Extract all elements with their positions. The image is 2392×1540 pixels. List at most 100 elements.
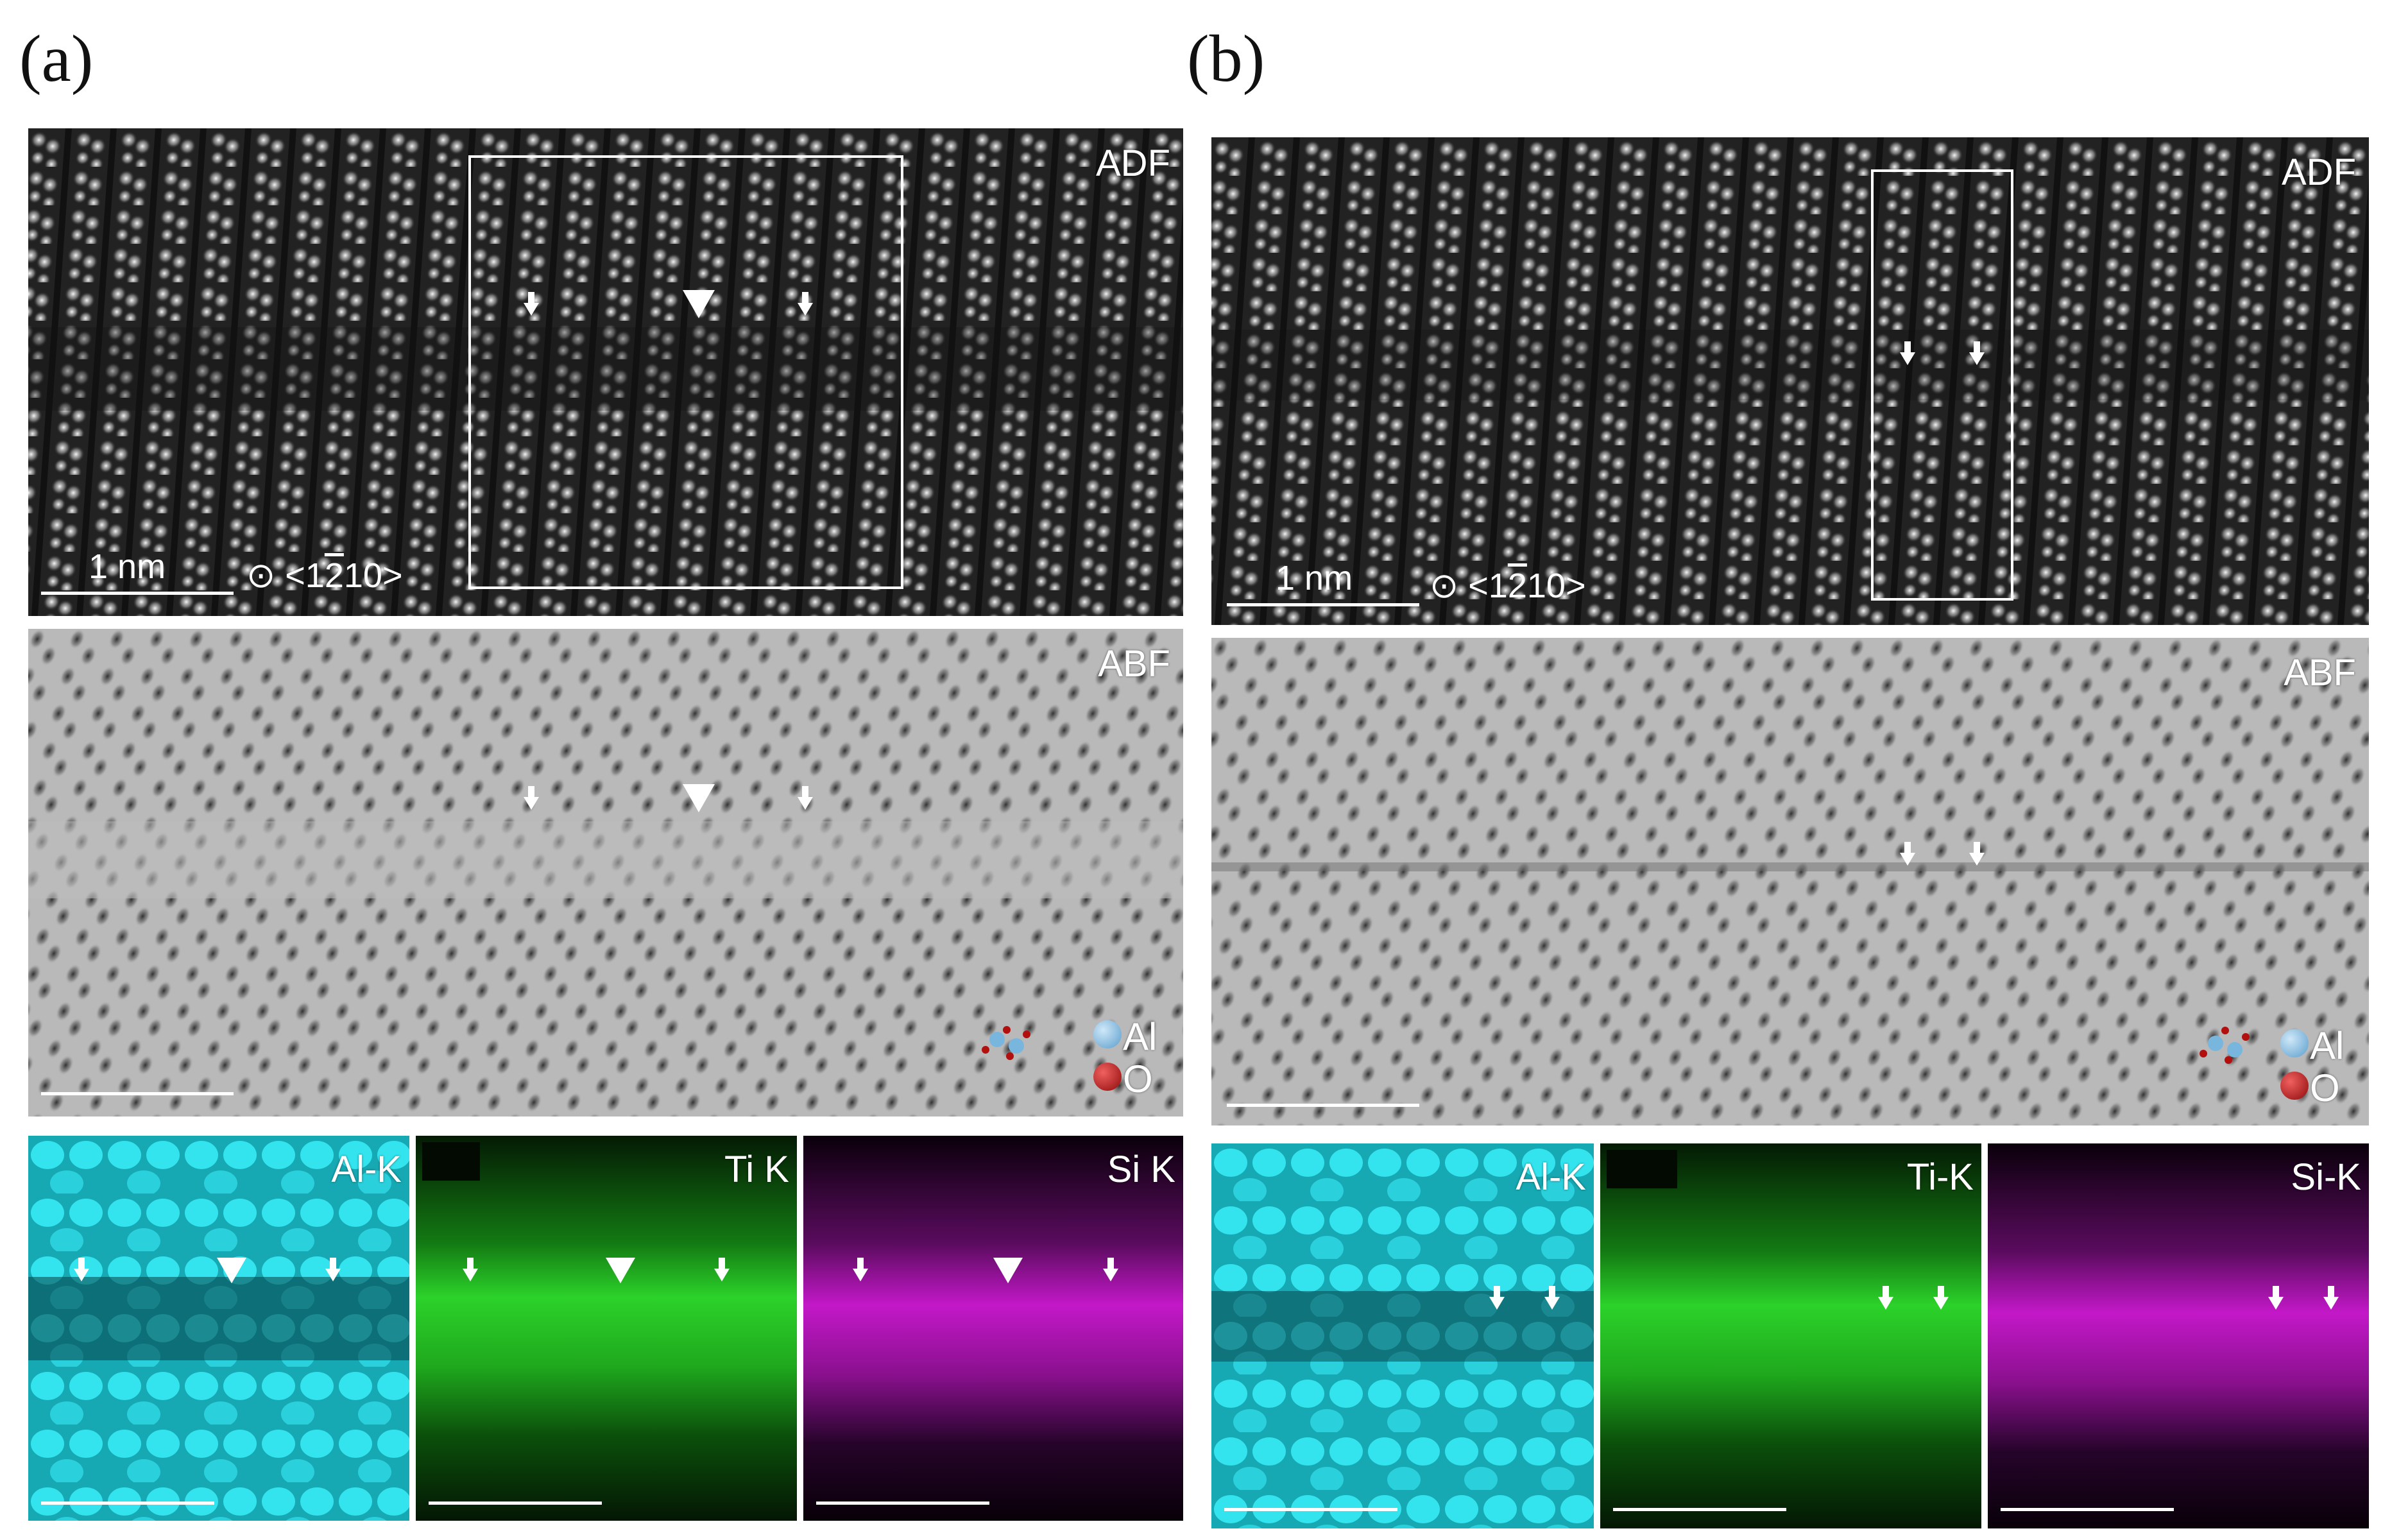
legend-al-ball [1093, 1020, 1122, 1048]
eds-al-scalebar [1224, 1508, 1397, 1511]
eds-ti-scalebar [1613, 1508, 1786, 1511]
triangle-marker-icon [217, 1258, 246, 1283]
eds-map-al: Al-K [28, 1136, 409, 1521]
structure-model-icon [982, 1026, 1030, 1060]
eds-ti-markers [1878, 1286, 1949, 1310]
arrow-icon [1900, 352, 1915, 365]
abf-scalebar [41, 1092, 234, 1095]
legend-al-label: Al [1123, 1015, 1158, 1058]
legend-o-label: O [1123, 1057, 1153, 1100]
arrow-icon [330, 1258, 336, 1272]
arrow-icon [1969, 352, 1985, 365]
eds-si-markers [2268, 1286, 2339, 1310]
eds-map-al: Al-K [1211, 1143, 1594, 1528]
adf-scale-text: 1 nm [1276, 559, 1353, 597]
arrow-icon [798, 797, 813, 810]
eds-ti-texture [1600, 1143, 1981, 1528]
legend-o-ball [2280, 1072, 2309, 1100]
eds-al-scalebar [41, 1502, 214, 1505]
adf-scale-text: 1 nm [89, 547, 166, 586]
arrow-icon [719, 1258, 725, 1272]
panel-b-letter: (b) [1187, 22, 1265, 96]
structure-model-icon [2200, 1027, 2250, 1064]
arrow-icon [853, 1269, 868, 1281]
arrow-icon [1900, 853, 1915, 866]
arrow-icon [325, 1269, 341, 1281]
adf-inset-frame [1871, 169, 2013, 601]
adf-markers [524, 290, 813, 318]
arrow-icon [78, 1258, 85, 1272]
arrow-icon [714, 1269, 730, 1281]
adf-label: ADF [2282, 151, 2356, 193]
triangle-marker-icon [683, 784, 715, 812]
eds-ti-scalebar [429, 1502, 602, 1505]
arrow-icon [524, 797, 539, 810]
arrow-icon [1904, 842, 1911, 856]
arrow-icon [1904, 341, 1911, 355]
eds-ti-label: Ti K [724, 1149, 789, 1190]
adf-lattice-b [1211, 137, 2369, 625]
arrow-icon [1103, 1269, 1118, 1281]
abf-label: ABF [2284, 652, 2356, 694]
eds-map-ti: Ti-K [1600, 1143, 1981, 1528]
legend-al-label: Al [2310, 1024, 2345, 1067]
arrow-icon [467, 1258, 474, 1272]
eds-si-label: Si K [1107, 1149, 1175, 1190]
abf-label: ABF [1098, 643, 1170, 685]
arrow-icon [1549, 1286, 1555, 1300]
panel-a-letter: (a) [19, 22, 94, 96]
arrow-icon [74, 1269, 89, 1281]
adf-inset-frame [468, 155, 903, 589]
abf-lattice-a [28, 629, 1183, 1116]
arrow-icon [1938, 1286, 1944, 1300]
adf-markers [1900, 341, 1985, 365]
abf-markers [1900, 842, 2250, 1064]
legend-o-ball [1093, 1063, 1122, 1091]
legend-al-ball [2280, 1029, 2309, 1057]
adf-scalebar [41, 592, 234, 595]
arrow-icon [1974, 842, 1980, 856]
arrow-icon [1933, 1297, 1949, 1310]
eds-al-markers [74, 1258, 341, 1283]
arrow-icon [1107, 1258, 1114, 1272]
arrow-icon [1974, 341, 1980, 355]
zone-axis-dot-icon: ⊙ [246, 556, 286, 595]
eds-map-si: Si K [803, 1136, 1183, 1521]
arrow-icon [1878, 1297, 1893, 1310]
arrow-icon [802, 786, 808, 800]
arrow-icon [857, 1258, 864, 1272]
panel-a-abf-image: ABF Al O [28, 629, 1183, 1116]
eds-ti-label: Ti-K [1906, 1156, 1974, 1198]
eds-al-markers [1489, 1286, 1560, 1310]
panel-b-abf-image: ABF Al O [1211, 638, 2369, 1125]
arrow-icon [528, 786, 534, 800]
abf-markers [524, 784, 1030, 1060]
eds-si-scalebar [2001, 1508, 2174, 1511]
eds-si-label: Si-K [2291, 1156, 2361, 1198]
panel-a-figure: ADF 1 nm ⊙ <1210> [28, 128, 1183, 1521]
panel-b-adf-image: ADF 1 nm ⊙ <1210> [1211, 137, 2369, 625]
legend-o-label: O [2310, 1066, 2340, 1109]
arrow-icon [528, 292, 534, 306]
adf-label: ADF [1096, 142, 1170, 184]
arrow-icon [1883, 1286, 1889, 1300]
eds-map-si: Si-K [1988, 1143, 2369, 1528]
arrow-icon [798, 303, 813, 316]
arrow-icon [1494, 1286, 1500, 1300]
eds-ti-texture [416, 1136, 797, 1521]
arrow-icon [1544, 1297, 1560, 1310]
arrow-icon [524, 303, 539, 316]
arrow-icon [802, 292, 808, 306]
eds-ti-markers [463, 1258, 730, 1283]
eds-si-texture [803, 1136, 1183, 1521]
arrow-icon [1969, 853, 1985, 866]
eds-al-label: Al-K [1516, 1156, 1586, 1198]
abf-lattice-b [1211, 638, 2369, 1125]
eds-si-texture [1988, 1143, 2369, 1528]
triangle-marker-icon [606, 1258, 635, 1283]
arrow-icon [2323, 1297, 2339, 1310]
arrow-icon [1489, 1297, 1505, 1310]
eds-si-scalebar [816, 1502, 989, 1505]
triangle-marker-icon [993, 1258, 1023, 1283]
panel-a-adf-image: ADF 1 nm ⊙ <1210> [28, 128, 1183, 616]
